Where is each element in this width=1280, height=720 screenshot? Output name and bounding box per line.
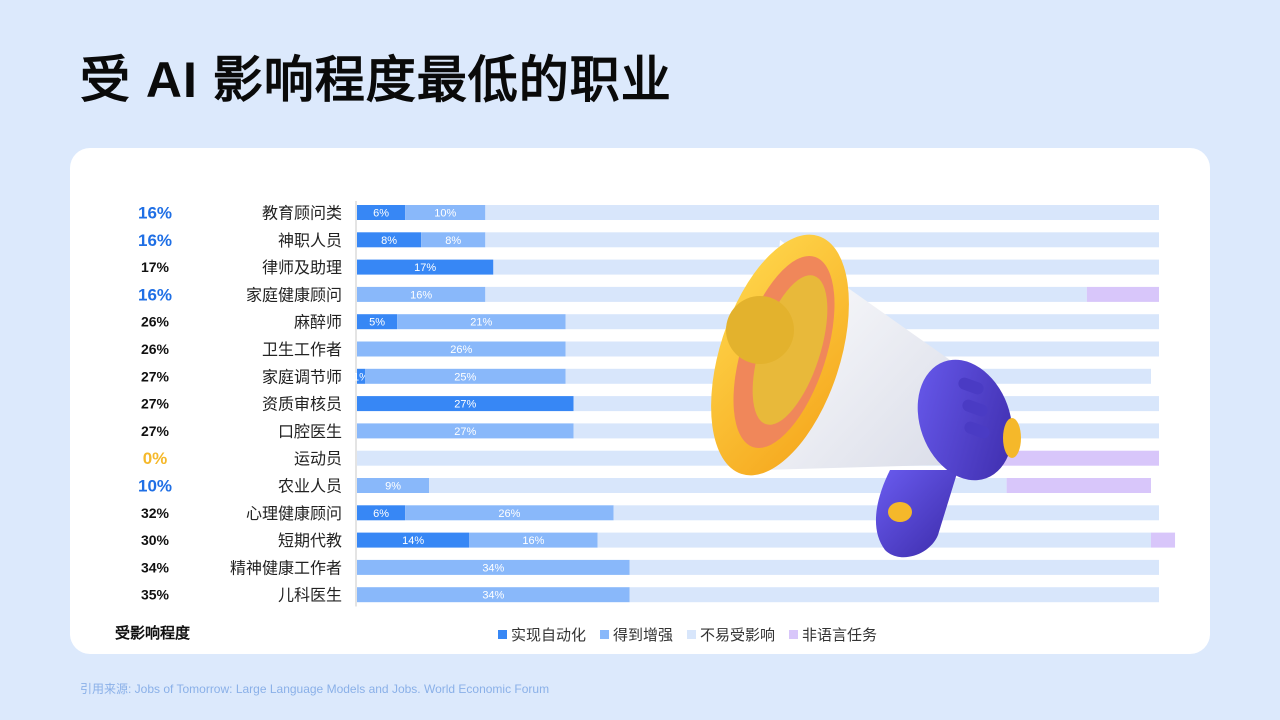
impact-percent-label: 16%: [138, 231, 172, 250]
bar-segment: [357, 259, 494, 275]
source-citation: 引用来源: Jobs of Tomorrow: Large Language M…: [80, 682, 550, 696]
data-label: 27%: [454, 426, 476, 438]
category-label: 农业人员: [278, 478, 342, 496]
impact-percent-label: 30%: [141, 532, 170, 548]
category-label: 心理健康顾问: [246, 505, 342, 523]
legend-label: 实现自动化: [511, 627, 587, 644]
impact-percent-label: 0%: [143, 449, 168, 468]
data-label: 8%: [445, 235, 461, 247]
impact-percent-label: 10%: [138, 477, 172, 496]
category-label: 神职人员: [278, 232, 342, 250]
legend-label: 非语言任务: [802, 627, 878, 644]
impact-percent-label: 16%: [138, 204, 172, 223]
legend-label: 得到增强: [613, 627, 674, 644]
category-label: 运动员: [294, 450, 342, 468]
category-label: 家庭调节师: [262, 368, 342, 386]
category-label: 律师及助理: [262, 259, 342, 277]
data-label: 9%: [385, 481, 401, 493]
bar-segment: [629, 587, 1159, 603]
bar-segment: [357, 559, 630, 575]
bar-segment: [485, 205, 1159, 220]
data-label: 6%: [373, 508, 389, 520]
category-label: 口腔医生: [278, 423, 342, 441]
page-title: 受 AI 影响程度最低的职业: [80, 52, 672, 108]
category-label: 精神健康工作者: [230, 559, 342, 577]
data-label: 26%: [450, 344, 472, 356]
data-label: 25%: [454, 371, 476, 383]
bar-segment: [365, 368, 566, 384]
data-label: 17%: [414, 262, 436, 274]
data-label: 26%: [498, 508, 520, 520]
category-label: 资质审核员: [262, 396, 342, 414]
chart-legend: 实现自动化 得到增强 不易受影响 非语言任务: [498, 624, 877, 645]
category-label: 卫生工作者: [262, 341, 342, 359]
category-label: 教育顾问类: [262, 205, 342, 223]
category-label: 麻醉师: [294, 314, 342, 332]
bar-segment: [357, 587, 630, 603]
legend-swatch-automation: [498, 630, 507, 639]
legend-swatch-augmentation: [600, 630, 610, 639]
bar-segment: [357, 205, 406, 220]
bar-segment: [357, 286, 486, 302]
bar-segment: [405, 205, 486, 220]
data-label: 16%: [410, 289, 432, 301]
bar-segment: [357, 423, 574, 439]
impact-percent-label: 16%: [138, 285, 172, 304]
category-label: 家庭健康顾问: [246, 286, 342, 304]
bar-segment: [357, 396, 574, 412]
legend-swatch-non-language: [789, 630, 799, 639]
legend-low-exposure: 不易受影响: [687, 624, 775, 645]
impact-percent-label: 32%: [141, 505, 170, 521]
bar-segment: [597, 532, 1151, 548]
bar-segment: [1086, 286, 1159, 302]
bar-segment: [629, 559, 1159, 575]
bar-segment: [357, 341, 566, 357]
impact-axis-label: 受影响程度: [115, 625, 191, 642]
legend-automation: 实现自动化: [498, 624, 586, 645]
bar-segment: [357, 232, 422, 248]
bar-segment: [357, 505, 406, 521]
impact-percent-label: 35%: [141, 587, 170, 603]
bar-segment: [405, 505, 614, 521]
bar-segment: [998, 450, 1159, 466]
data-label: 10%: [434, 208, 456, 220]
bar-segment: [357, 368, 366, 384]
bar-segment: [397, 314, 566, 330]
data-label: 21%: [470, 317, 492, 329]
data-label: 5%: [369, 317, 385, 329]
data-label: 14%: [402, 535, 424, 547]
bar-segment: [469, 532, 598, 548]
data-label: 27%: [454, 399, 476, 411]
impact-percent-label: 27%: [141, 423, 170, 439]
impact-percent-label: 27%: [141, 396, 170, 412]
bar-segment: [357, 532, 470, 548]
legend-label: 不易受影响: [700, 627, 776, 644]
bar-segment: [357, 314, 398, 330]
chart-card: 16% 教育顾问类 6% 10% 16% 神职人员 8% 8% 17% 律师及助理 17% 16% 家庭…: [70, 148, 1210, 654]
bar-segment: [357, 478, 430, 493]
bar-segment: [1150, 532, 1176, 548]
data-label: 6%: [373, 208, 389, 220]
data-label: 8%: [381, 235, 397, 247]
bar-segment: [429, 478, 1007, 493]
impact-percent-label: 26%: [141, 314, 170, 330]
legend-augmentation: 得到增强: [600, 624, 673, 645]
bar-segment: [1006, 478, 1151, 493]
legend-swatch-low-exposure: [687, 630, 697, 639]
bar-segment: [421, 232, 486, 248]
megaphone-icon: [711, 234, 1021, 558]
data-label: 16%: [522, 535, 544, 547]
category-label: 儿科医生: [278, 587, 342, 605]
impact-percent-label: 26%: [141, 341, 170, 357]
impact-percent-label: 27%: [141, 368, 170, 384]
category-label: 短期代教: [278, 532, 342, 550]
impact-percent-label: 17%: [141, 259, 170, 275]
data-label: 34%: [482, 562, 504, 574]
impact-percent-label: 34%: [141, 559, 170, 575]
legend-non-language: 非语言任务: [789, 624, 877, 645]
data-label: 34%: [482, 590, 504, 602]
